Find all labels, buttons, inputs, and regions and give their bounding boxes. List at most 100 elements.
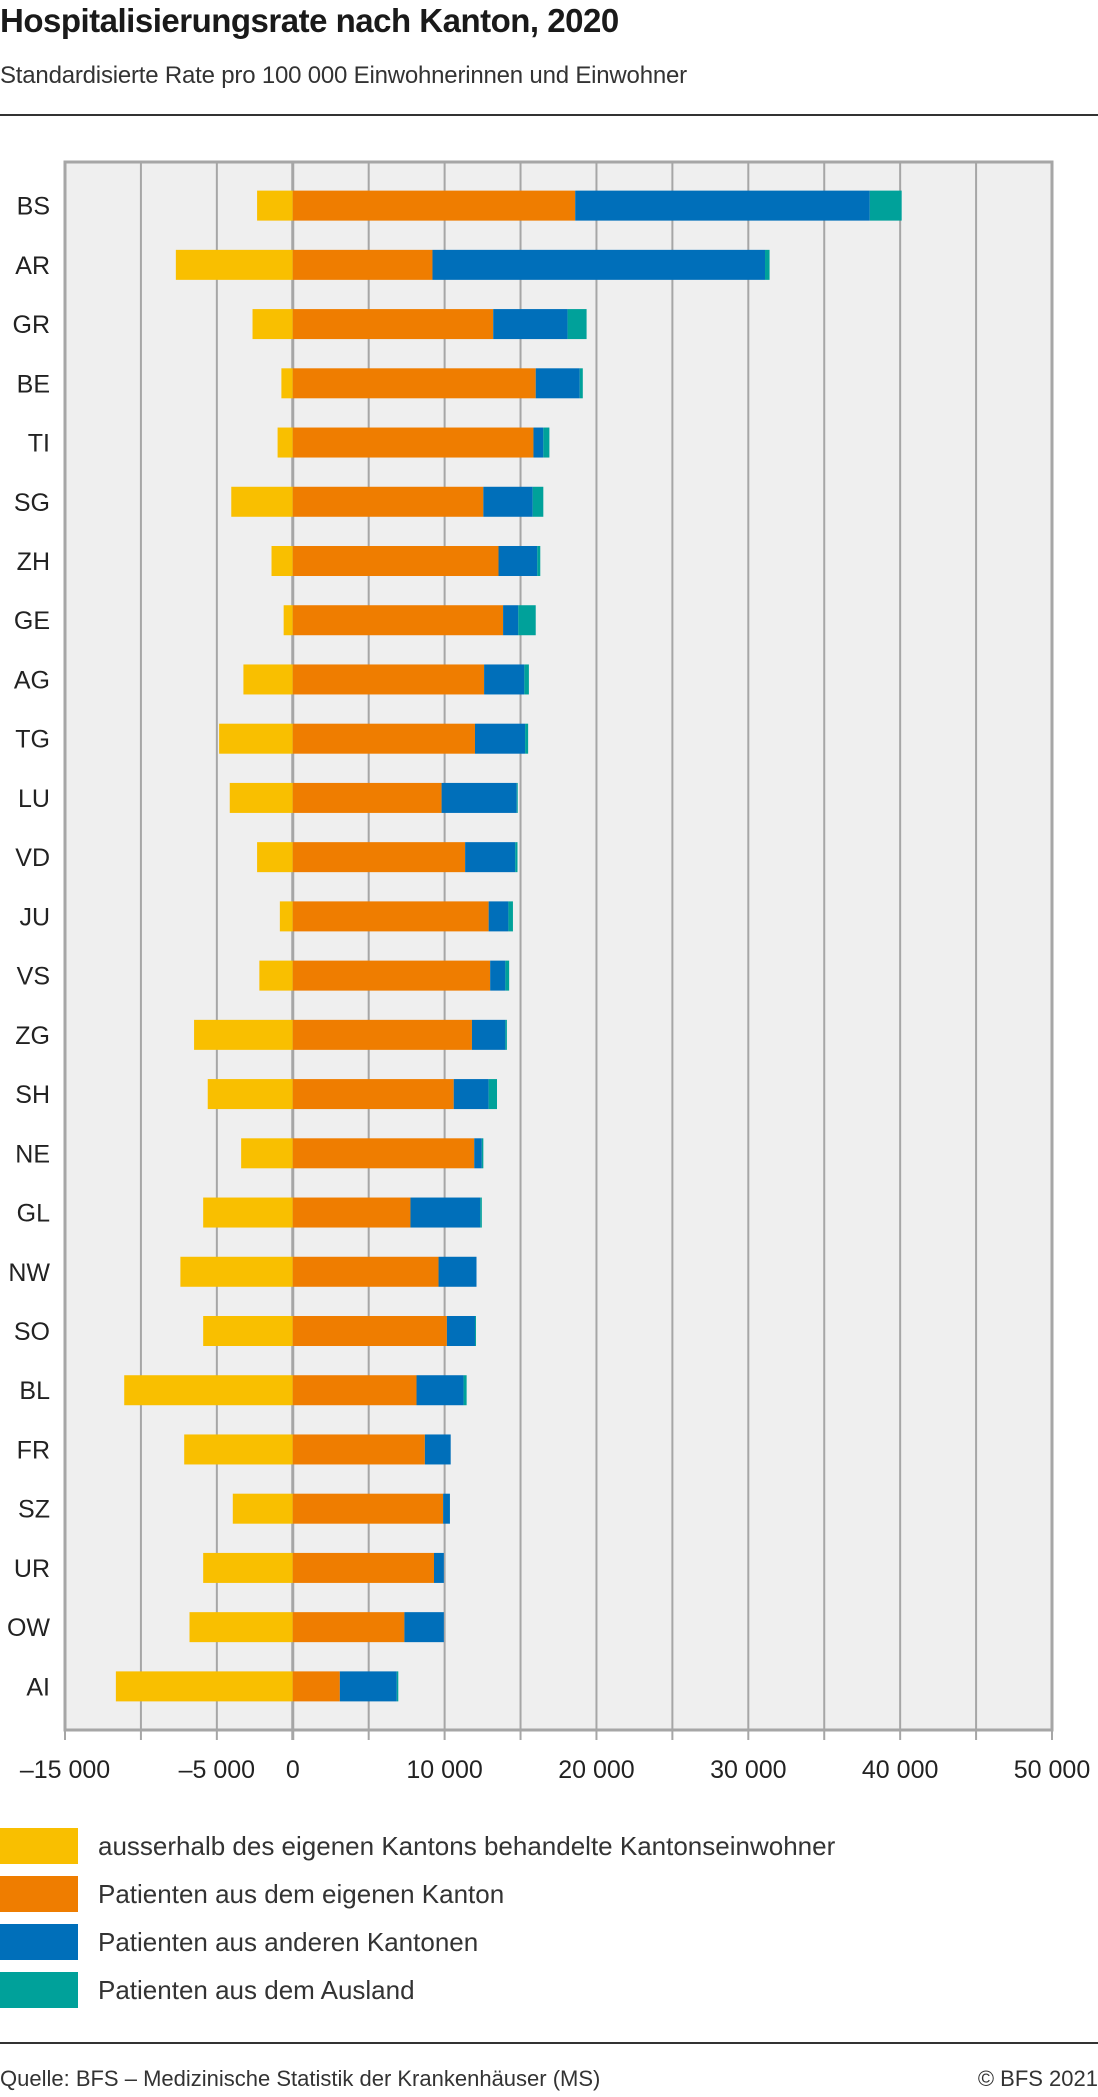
- x-tick-label: 0: [286, 1756, 300, 1784]
- bar-ge-series-4: [518, 605, 536, 636]
- bar-bl-series-1: [124, 1375, 293, 1406]
- bar-sh-series-1: [207, 1079, 293, 1110]
- bar-ge-series-3: [503, 605, 519, 636]
- bar-ne-series-4: [481, 1138, 484, 1169]
- bar-vd-series-4: [515, 842, 518, 873]
- legend-swatch: [0, 1972, 78, 2008]
- legend-item: Patienten aus dem Ausland: [0, 1966, 835, 2014]
- bar-ne-series-1: [241, 1138, 293, 1169]
- bar-ge-series-2: [292, 605, 504, 636]
- category-label: NE: [15, 1140, 50, 1168]
- bar-lu-series-4: [516, 782, 518, 813]
- category-label: BE: [17, 370, 50, 398]
- category-label: BL: [19, 1377, 50, 1405]
- bar-so-series-2: [292, 1316, 447, 1346]
- chart-subtitle: Standardisierte Rate pro 100 000 Einwohn…: [0, 62, 687, 89]
- bar-bl-series-2: [292, 1375, 417, 1406]
- bar-be-series-1: [281, 368, 293, 399]
- x-tick-label: –15 000: [20, 1756, 110, 1784]
- bar-be-series-4: [579, 368, 583, 399]
- bar-be-series-2: [292, 368, 536, 399]
- bar-sg-series-4: [532, 486, 544, 517]
- x-tick-label: 30 000: [710, 1756, 786, 1784]
- bar-ne-series-3: [474, 1138, 482, 1169]
- bar-zh-series-2: [292, 546, 499, 576]
- bar-ai-series-4: [396, 1671, 399, 1702]
- bar-ju-series-3: [488, 901, 509, 932]
- bar-ti-series-1: [277, 427, 293, 458]
- category-label: AR: [15, 252, 50, 280]
- bar-ju-series-1: [279, 901, 293, 932]
- bar-sg-series-3: [483, 486, 533, 517]
- category-label: ZH: [17, 548, 50, 576]
- bar-gl-series-2: [292, 1197, 411, 1228]
- chart-area: BS AR GR BE TI SG ZH GE AG TG LU VD JU VS ZG SH NE GL NW SO…: [7, 160, 1090, 1784]
- bar-ag-series-3: [484, 664, 525, 695]
- category-label: BS: [17, 193, 50, 221]
- bar-nw-series-3: [438, 1256, 477, 1287]
- bar-nw-series-2: [292, 1256, 439, 1287]
- bar-ju-series-4: [508, 901, 513, 932]
- bar-sz-series-2: [292, 1493, 444, 1524]
- bar-vs-series-3: [490, 960, 506, 991]
- bar-ag-series-2: [292, 664, 485, 695]
- legend-item: Patienten aus anderen Kantonen: [0, 1918, 835, 1966]
- category-label: OW: [7, 1614, 50, 1642]
- bar-gl-series-4: [480, 1197, 482, 1228]
- bar-vs-series-4: [505, 960, 510, 991]
- category-label: UR: [14, 1555, 50, 1583]
- bar-fr-series-2: [292, 1434, 425, 1465]
- category-label: VD: [15, 844, 50, 872]
- x-tick-label: 20 000: [558, 1756, 634, 1784]
- category-label: TI: [28, 430, 50, 458]
- bar-vs-series-1: [259, 960, 293, 991]
- category-label: AI: [26, 1673, 50, 1701]
- bar-sz-series-1: [232, 1493, 293, 1524]
- bar-zg-series-2: [292, 1019, 472, 1050]
- copyright: © BFS 2021: [977, 2066, 1098, 2091]
- bar-ar-series-4: [765, 249, 770, 280]
- bar-ai-series-3: [339, 1671, 397, 1702]
- bar-lu-series-2: [292, 782, 442, 813]
- bar-sz-series-3: [443, 1493, 450, 1524]
- bar-ag-series-1: [243, 664, 293, 695]
- bar-lu-series-1: [229, 782, 293, 813]
- category-label: SG: [14, 489, 50, 517]
- bar-so-series-3: [446, 1316, 475, 1346]
- bar-vd-series-1: [257, 842, 293, 873]
- legend-swatch: [0, 1828, 78, 1864]
- footer-divider: [0, 2042, 1098, 2044]
- bar-tg-series-2: [292, 723, 475, 754]
- bar-bl-series-4: [463, 1375, 467, 1406]
- legend-label: Patienten aus dem eigenen Kanton: [98, 1878, 505, 1909]
- bar-zh-series-4: [537, 546, 541, 576]
- bar-gl-series-1: [203, 1197, 293, 1228]
- bar-ai-series-2: [292, 1671, 340, 1702]
- bar-ti-series-3: [533, 427, 544, 458]
- bar-ar-series-1: [175, 249, 293, 280]
- bar-zg-series-3: [471, 1019, 506, 1050]
- category-label: SH: [15, 1081, 50, 1109]
- x-tick-label: 40 000: [862, 1756, 938, 1784]
- source-note: Quelle: BFS – Medizinische Statistik der…: [0, 2066, 601, 2091]
- legend-label: Patienten aus anderen Kantonen: [98, 1926, 479, 1957]
- bar-bs-series-3: [575, 190, 870, 221]
- bar-zh-series-3: [498, 546, 538, 576]
- category-label: GL: [17, 1200, 50, 1228]
- bar-vs-series-2: [292, 960, 491, 991]
- x-tick-label: –5 000: [179, 1756, 255, 1784]
- bar-so-series-4: [474, 1316, 476, 1346]
- category-label: LU: [18, 785, 50, 813]
- bar-lu-series-3: [441, 782, 517, 813]
- bar-ur-series-1: [203, 1552, 293, 1583]
- chart-title: Hospitalisierungsrate nach Kanton, 2020: [0, 2, 619, 39]
- bar-ti-series-4: [543, 427, 550, 458]
- bar-zg-series-4: [505, 1019, 507, 1050]
- bar-bs-series-1: [257, 190, 293, 221]
- bar-gr-series-1: [252, 309, 293, 340]
- bar-sh-series-2: [292, 1079, 454, 1110]
- category-label: JU: [19, 903, 50, 931]
- category-label: FR: [17, 1436, 50, 1464]
- category-label: VS: [17, 963, 50, 991]
- bar-bs-series-4: [869, 190, 902, 221]
